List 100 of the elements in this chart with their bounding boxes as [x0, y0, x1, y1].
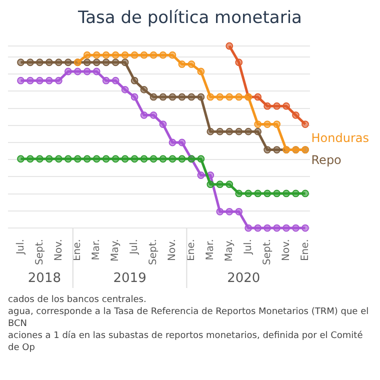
- point: [112, 155, 120, 163]
- point: [282, 224, 290, 232]
- point: [273, 224, 281, 232]
- point: [83, 51, 91, 59]
- point: [235, 208, 243, 216]
- point: [302, 120, 309, 128]
- point: [235, 58, 243, 66]
- point: [112, 58, 120, 66]
- point: [112, 76, 120, 84]
- point: [264, 146, 272, 154]
- point: [273, 146, 281, 154]
- point: [92, 58, 100, 66]
- point: [292, 111, 300, 119]
- point: [92, 68, 100, 76]
- point: [130, 76, 138, 84]
- point: [188, 60, 196, 68]
- point: [150, 93, 158, 101]
- point: [112, 51, 120, 59]
- point: [226, 93, 234, 101]
- point: [140, 155, 148, 163]
- point: [178, 93, 186, 101]
- point: [64, 155, 72, 163]
- text: 2018: [28, 270, 61, 286]
- point: [83, 155, 91, 163]
- point: [188, 93, 196, 101]
- x-tick-label: Nov.: [167, 239, 178, 261]
- point: [121, 155, 129, 163]
- point: [102, 76, 110, 84]
- point: [83, 68, 91, 76]
- x-tick-label: May.: [224, 239, 235, 262]
- point: [83, 58, 91, 66]
- point: [159, 120, 167, 128]
- point: [121, 86, 129, 94]
- point: [168, 155, 176, 163]
- point: [264, 190, 272, 198]
- x-tick-label: Ene.: [300, 239, 311, 262]
- point: [102, 155, 110, 163]
- point: [226, 180, 234, 188]
- point: [168, 51, 176, 59]
- point: [302, 224, 309, 232]
- point: [64, 68, 72, 76]
- point: [216, 93, 224, 101]
- point: [226, 42, 234, 50]
- point: [197, 172, 205, 179]
- point: [273, 120, 281, 128]
- point: [254, 93, 262, 101]
- point: [197, 155, 205, 163]
- point: [235, 128, 243, 136]
- point: [226, 128, 234, 136]
- point: [226, 208, 234, 216]
- point: [216, 180, 224, 188]
- point: [130, 51, 138, 59]
- x-tick-label: Nov.: [53, 239, 64, 261]
- point: [273, 102, 281, 110]
- point: [159, 93, 167, 101]
- text: cados de los bancos centrales.: [8, 294, 148, 306]
- point: [254, 120, 262, 128]
- text: 2020: [227, 270, 260, 286]
- x-tick-label: May.: [110, 239, 122, 262]
- point: [264, 224, 272, 232]
- point: [254, 128, 262, 136]
- point: [36, 155, 44, 163]
- point: [74, 68, 82, 76]
- x-tick-label: Nov.: [280, 239, 292, 261]
- point: [206, 93, 214, 101]
- point: [150, 51, 158, 59]
- point: [130, 93, 138, 101]
- point: [168, 93, 176, 101]
- chart-title: Tasa de política monetaria: [77, 8, 303, 28]
- point: [140, 51, 148, 59]
- series-label: Repo: [311, 152, 342, 167]
- point: [54, 76, 62, 84]
- point: [159, 155, 167, 163]
- point: [206, 128, 214, 136]
- point: [178, 138, 186, 146]
- point: [197, 68, 205, 76]
- x-tick-label: Mar.: [91, 239, 102, 260]
- point: [150, 111, 158, 119]
- point: [36, 58, 44, 66]
- point: [130, 155, 138, 163]
- point: [273, 190, 281, 198]
- point: [264, 120, 272, 128]
- point: [26, 58, 34, 66]
- text: 2019: [113, 270, 146, 286]
- point: [178, 155, 186, 163]
- point: [178, 60, 186, 68]
- point: [282, 190, 290, 198]
- point: [102, 58, 110, 66]
- point: [140, 111, 148, 119]
- point: [54, 58, 62, 66]
- x-tick-label: Jul.: [15, 239, 26, 256]
- point: [206, 180, 214, 188]
- x-tick-label: Sept.: [34, 239, 46, 266]
- point: [244, 190, 252, 198]
- point: [17, 155, 24, 163]
- point: [292, 224, 300, 232]
- point: [45, 58, 53, 66]
- point: [92, 51, 100, 59]
- point: [26, 76, 34, 84]
- point: [235, 93, 243, 101]
